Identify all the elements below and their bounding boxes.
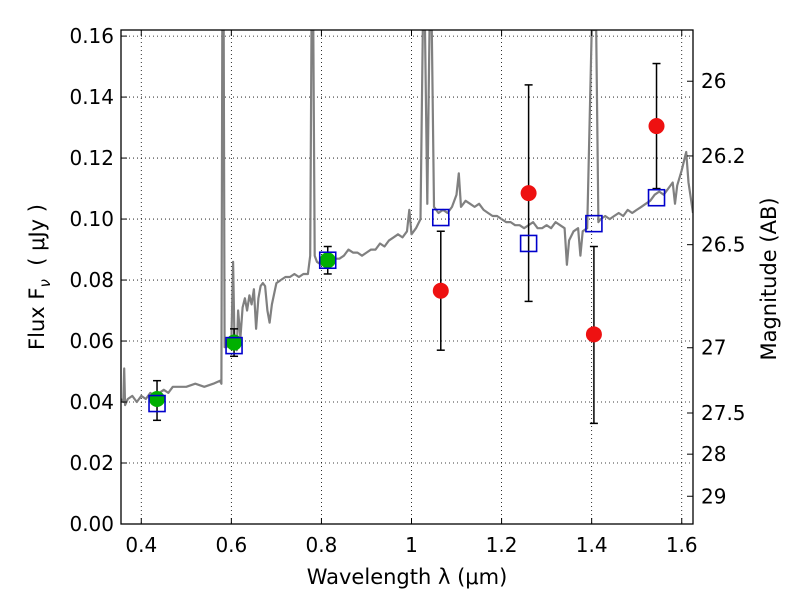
error-bars [153, 62, 661, 425]
model-square-marker [519, 234, 538, 253]
y-tick-label: 0.00 [69, 512, 114, 536]
model-square-marker [225, 336, 243, 355]
markers [148, 118, 666, 413]
y-tick-label: 0.02 [69, 451, 114, 475]
x-tick-label: 0.4 [125, 533, 157, 557]
right-tick-label: 27.5 [701, 401, 746, 425]
green-data-point [226, 334, 243, 351]
model-square-marker [647, 188, 666, 207]
y-tick-label: 0.06 [69, 329, 114, 353]
model-square-marker [318, 251, 337, 270]
red-data-point [520, 185, 537, 202]
plot-frame [120, 29, 694, 525]
red-data-point [648, 118, 665, 135]
y-tick-label: 0.12 [69, 146, 114, 170]
red-data-point [585, 326, 602, 343]
green-data-point [319, 252, 336, 269]
x-tick-label: 1.4 [576, 533, 608, 557]
y-tick-label: 0.14 [69, 85, 114, 109]
y-axis-title: Flux Fν ( μJy ) [25, 204, 54, 350]
spectrum-line [121, 30, 693, 407]
y-tick-label: 0.10 [69, 207, 114, 231]
y-axis-title-subscript: ν [36, 279, 54, 287]
x-tick-label: 1.6 [666, 533, 698, 557]
right-axis-title: Magnitude (AB) [757, 197, 781, 360]
x-tick-label: 1.2 [486, 533, 518, 557]
right-tick-label: 27 [701, 336, 726, 360]
ticks: 0.4 0.6 0.8 1 1.2 1.4 1.6 0.00 0.02 0.04 0.06 0.08 0… [69, 24, 745, 557]
right-tick-label: 28 [701, 442, 726, 466]
right-tick-label: 26.2 [701, 144, 746, 168]
right-tick-label: 29 [701, 484, 726, 508]
right-tick-label: 26.5 [701, 233, 746, 257]
x-tick-label: 0.8 [306, 533, 338, 557]
y-tick-label: 0.16 [69, 24, 114, 48]
x-tick-label: 0.6 [215, 533, 247, 557]
grid [121, 30, 693, 525]
model-square-marker [431, 208, 450, 227]
y-tick-label: 0.08 [69, 268, 114, 292]
y-tick-label: 0.04 [69, 390, 114, 414]
model-square-marker [585, 214, 603, 233]
model-square-marker [148, 394, 166, 413]
green-data-point [149, 390, 166, 407]
red-data-point [432, 282, 449, 299]
spectrum-layer [121, 30, 693, 407]
x-tick-label: 1 [405, 533, 418, 557]
right-tick-label: 26 [701, 69, 726, 93]
x-axis-title: Wavelength λ (μm) [307, 565, 508, 589]
